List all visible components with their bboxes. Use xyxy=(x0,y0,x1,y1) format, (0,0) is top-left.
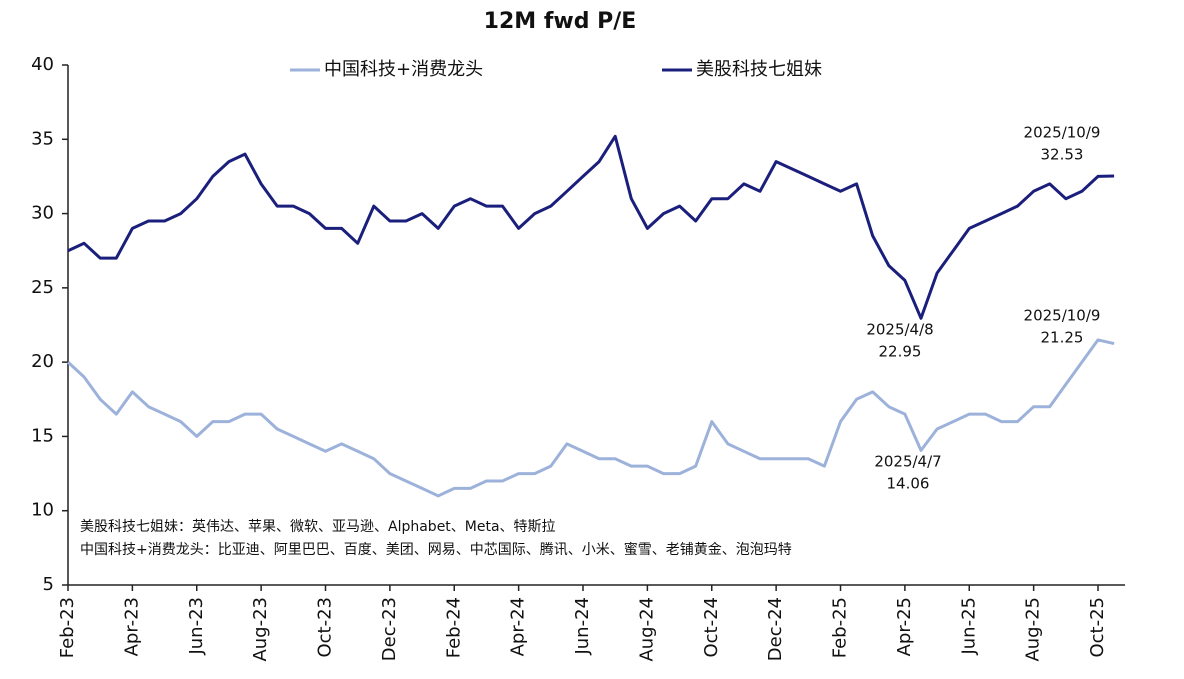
legend-label: 中国科技+消费龙头 xyxy=(324,59,483,80)
y-tick-label: 20 xyxy=(31,351,54,372)
annotation: 2025/4/7 xyxy=(874,453,941,471)
annotation-value: 22.95 xyxy=(879,343,922,361)
note: 美股科技七姐妹：英伟达、苹果、微软、亚马逊、Alphabet、Meta、特斯拉 xyxy=(80,518,556,535)
x-tick-label: Apr-24 xyxy=(508,597,529,656)
x-tick-label: Jun-25 xyxy=(958,597,979,656)
y-tick-label: 40 xyxy=(31,54,54,75)
x-tick-label: Apr-23 xyxy=(121,597,142,656)
x-tick-label: Oct-23 xyxy=(315,597,336,658)
series-line xyxy=(66,338,1115,498)
x-tick-label: Aug-24 xyxy=(636,597,657,662)
x-tick-label: Aug-25 xyxy=(1023,597,1044,662)
y-tick-label: 35 xyxy=(31,128,54,149)
annotation-value: 32.53 xyxy=(1041,146,1084,164)
annotation: 2025/10/9 xyxy=(1024,124,1101,142)
x-tick-label: Jun-24 xyxy=(572,597,593,656)
y-tick-label: 5 xyxy=(43,574,54,595)
y-tick-label: 25 xyxy=(31,277,54,298)
note: 中国科技+消费龙头：比亚迪、阿里巴巴、百度、美团、网易、中芯国际、腾讯、小米、蜜… xyxy=(80,541,792,558)
annotation-value: 14.06 xyxy=(887,475,930,493)
x-tick-label: Feb-25 xyxy=(830,597,851,658)
legend-label: 美股科技七姐妹 xyxy=(696,59,822,80)
annotation: 2025/4/8 xyxy=(866,321,933,339)
series-line xyxy=(67,134,1115,320)
x-tick-label: Dec-24 xyxy=(765,597,786,661)
x-tick-label: Feb-24 xyxy=(443,597,464,658)
x-tick-label: Apr-25 xyxy=(894,597,915,656)
x-tick-label: Jun-23 xyxy=(186,597,207,656)
x-tick-label: Oct-24 xyxy=(701,597,722,658)
x-tick-label: Aug-23 xyxy=(250,597,271,662)
chart-title: 12M fwd P/E xyxy=(484,9,637,34)
x-tick-label: Dec-23 xyxy=(379,597,400,661)
x-tick-label: Oct-25 xyxy=(1087,597,1108,658)
annotation-value: 21.25 xyxy=(1041,329,1084,347)
annotation: 2025/10/9 xyxy=(1024,307,1101,325)
y-tick-label: 10 xyxy=(31,500,54,521)
x-tick-label: Feb-23 xyxy=(57,597,78,658)
y-tick-label: 15 xyxy=(31,425,54,446)
y-tick-label: 30 xyxy=(31,203,54,224)
